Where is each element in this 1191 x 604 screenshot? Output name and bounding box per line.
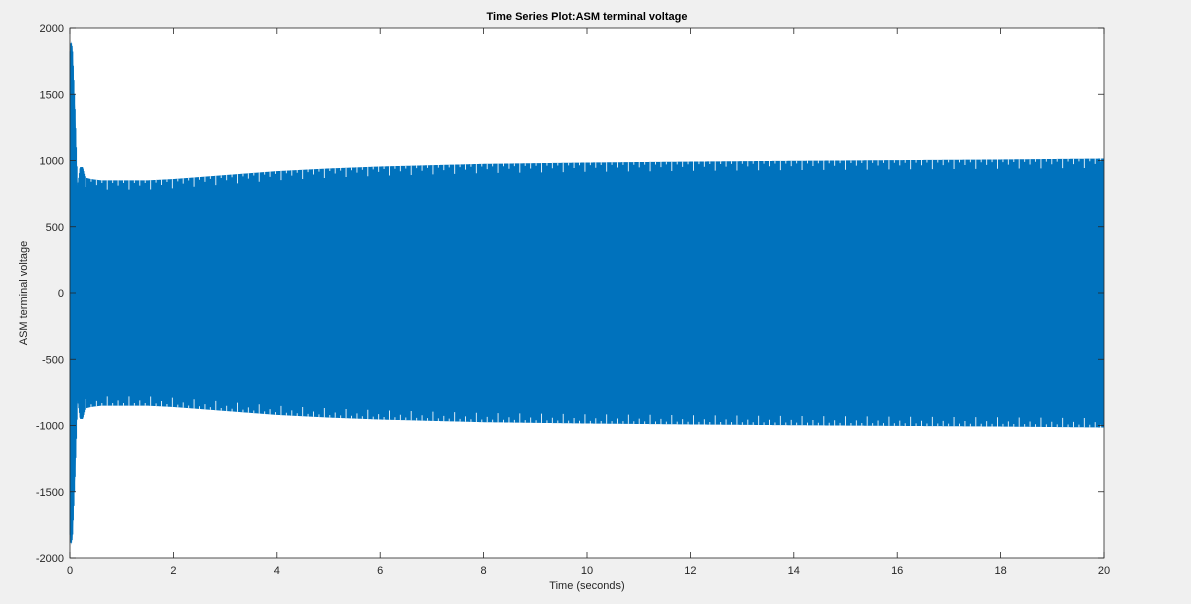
axis-ticks: 0 2 4 6 8 10 12 14 16 18 20 -2000 -1500 -1000 -500 0 500… xyxy=(36,23,1110,577)
x-tick-label: 20 xyxy=(1098,565,1110,577)
x-tick-label: 8 xyxy=(481,565,487,577)
y-axis-label: ASM terminal voltage xyxy=(18,241,30,346)
x-tick-label: 4 xyxy=(274,565,280,577)
x-tick-label: 12 xyxy=(684,565,696,577)
y-tick-label: -1500 xyxy=(36,487,64,499)
y-tick-label: 2000 xyxy=(40,23,64,35)
x-tick-label: 0 xyxy=(67,565,73,577)
x-tick-label: 6 xyxy=(377,565,383,577)
x-tick-label: 18 xyxy=(994,565,1006,577)
y-tick-label: -500 xyxy=(42,354,64,366)
y-tick-label: -2000 xyxy=(36,553,64,565)
y-tick-label: 1000 xyxy=(40,156,64,168)
x-axis-label: Time (seconds) xyxy=(549,580,624,592)
y-tick-label: 1500 xyxy=(40,89,64,101)
chart-title: Time Series Plot:ASM terminal voltage xyxy=(487,11,688,23)
x-tick-label: 2 xyxy=(170,565,176,577)
x-tick-label: 10 xyxy=(581,565,593,577)
y-tick-label: -1000 xyxy=(36,421,64,433)
x-tick-label: 14 xyxy=(788,565,800,577)
y-tick-label: 0 xyxy=(58,288,64,300)
y-tick-label: 500 xyxy=(46,222,64,234)
x-tick-label: 16 xyxy=(891,565,903,577)
